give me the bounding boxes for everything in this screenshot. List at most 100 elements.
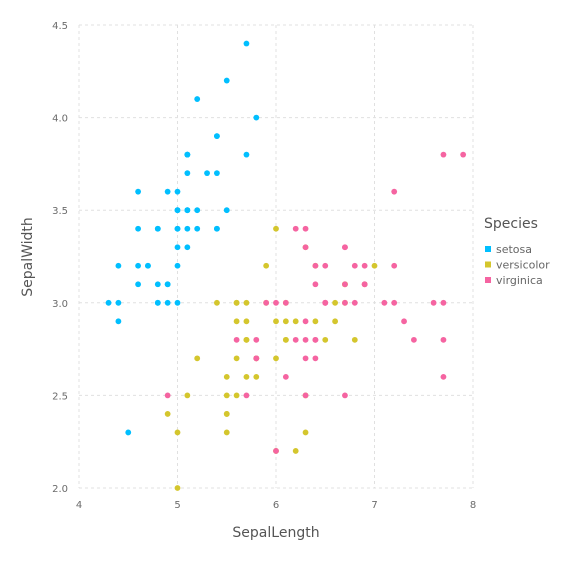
data-point bbox=[361, 281, 368, 288]
data-point bbox=[194, 96, 201, 102]
data-point bbox=[174, 485, 181, 491]
data-point bbox=[194, 355, 201, 362]
data-point bbox=[184, 151, 191, 158]
data-point bbox=[312, 281, 319, 288]
data-point bbox=[194, 225, 201, 232]
data-point bbox=[154, 225, 161, 232]
data-point bbox=[302, 429, 309, 436]
y-tick-label: 4.5 bbox=[52, 21, 68, 32]
data-point bbox=[115, 262, 122, 269]
data-point bbox=[253, 336, 260, 343]
data-point bbox=[164, 281, 171, 288]
data-point bbox=[243, 40, 250, 47]
legend-label: setosa bbox=[496, 243, 532, 256]
data-point bbox=[243, 318, 250, 325]
data-point bbox=[302, 244, 309, 251]
series-versicolor bbox=[164, 225, 378, 491]
legend-items: setosa versicolor virginica bbox=[485, 243, 550, 287]
data-point bbox=[243, 299, 250, 306]
data-point bbox=[243, 336, 250, 343]
data-point bbox=[282, 336, 289, 343]
data-point bbox=[440, 299, 447, 306]
data-point bbox=[292, 336, 299, 343]
data-point bbox=[351, 336, 358, 343]
data-point bbox=[302, 225, 309, 232]
data-point bbox=[174, 244, 181, 251]
data-point bbox=[223, 77, 230, 84]
x-tick-label: 4 bbox=[76, 500, 82, 511]
data-point bbox=[105, 299, 112, 306]
x-tick-label: 5 bbox=[174, 500, 180, 511]
data-point bbox=[401, 318, 407, 325]
data-point bbox=[214, 133, 220, 140]
x-tick-label: 7 bbox=[371, 500, 377, 511]
data-point bbox=[253, 355, 260, 362]
data-point bbox=[342, 392, 348, 399]
y-tick-label: 3.5 bbox=[52, 206, 68, 217]
y-tick-label: 2.0 bbox=[52, 484, 68, 495]
legend-label: virginica bbox=[496, 274, 543, 287]
data-point bbox=[174, 262, 181, 269]
data-point bbox=[460, 151, 467, 158]
data-point bbox=[184, 170, 191, 177]
data-point bbox=[282, 299, 289, 306]
data-point bbox=[115, 318, 122, 325]
data-point bbox=[174, 299, 181, 306]
data-point bbox=[164, 188, 171, 195]
data-point bbox=[440, 151, 447, 158]
data-point bbox=[145, 262, 151, 269]
data-point bbox=[351, 299, 358, 306]
data-point bbox=[223, 411, 230, 417]
data-point bbox=[391, 262, 398, 269]
series-setosa bbox=[105, 40, 260, 436]
data-point bbox=[223, 207, 230, 214]
data-point bbox=[371, 262, 378, 269]
y-tick-label: 4.0 bbox=[52, 114, 68, 125]
legend-swatch bbox=[485, 261, 491, 268]
data-point bbox=[292, 225, 299, 232]
y-tick-label: 3.0 bbox=[52, 299, 68, 310]
x-tick-label: 8 bbox=[470, 500, 476, 511]
data-point bbox=[194, 207, 201, 214]
data-point bbox=[302, 336, 309, 343]
data-point bbox=[154, 299, 161, 306]
data-point bbox=[233, 318, 240, 325]
data-point bbox=[282, 373, 289, 380]
data-point bbox=[184, 225, 191, 232]
data-point bbox=[391, 299, 398, 306]
data-point bbox=[253, 373, 260, 380]
data-point bbox=[164, 411, 171, 417]
data-point bbox=[135, 281, 142, 288]
data-point bbox=[312, 318, 319, 325]
data-points bbox=[105, 40, 467, 491]
data-point bbox=[135, 262, 142, 269]
data-point bbox=[302, 318, 309, 325]
data-point bbox=[135, 188, 142, 195]
data-point bbox=[351, 262, 358, 269]
data-point bbox=[411, 336, 417, 343]
tick-labels: 4 5 6 7 8 2.0 2.5 3.0 3.5 4.0 4.5 bbox=[52, 21, 476, 511]
data-point bbox=[214, 225, 220, 232]
data-point bbox=[184, 207, 191, 214]
data-point bbox=[342, 281, 348, 288]
legend: Species setosa versicolor virginica bbox=[484, 216, 550, 287]
data-point bbox=[174, 207, 181, 214]
data-point bbox=[440, 373, 447, 380]
data-point bbox=[273, 448, 279, 454]
data-point bbox=[292, 318, 299, 325]
data-point bbox=[302, 392, 309, 399]
data-point bbox=[174, 429, 181, 436]
data-point bbox=[312, 336, 319, 343]
data-point bbox=[263, 299, 270, 306]
data-point bbox=[322, 336, 329, 343]
data-point bbox=[223, 429, 230, 436]
legend-label: versicolor bbox=[496, 259, 550, 272]
legend-swatch bbox=[485, 277, 491, 283]
data-point bbox=[135, 225, 142, 232]
data-point bbox=[292, 448, 299, 454]
data-point bbox=[164, 299, 171, 306]
data-point bbox=[233, 336, 240, 343]
legend-title: Species bbox=[484, 216, 538, 232]
data-point bbox=[273, 299, 279, 306]
data-point bbox=[174, 188, 181, 195]
